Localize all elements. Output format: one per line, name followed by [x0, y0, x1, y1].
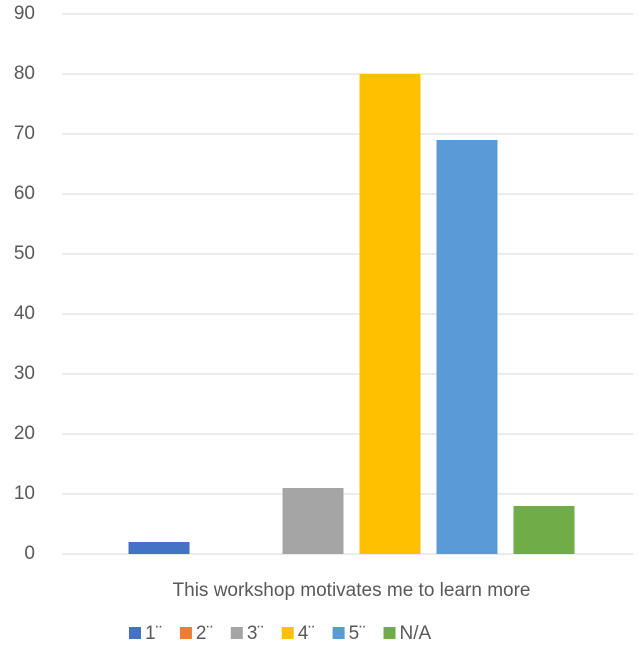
y-tick-label: 30	[14, 363, 35, 384]
x-tick-label: This workshop motivates me to learn more	[173, 580, 531, 601]
bar	[513, 506, 575, 554]
bar	[436, 140, 498, 554]
y-tick-label: 20	[14, 423, 35, 444]
bar	[359, 74, 421, 554]
legend-label: 5¨	[349, 623, 366, 644]
legend-swatch	[281, 627, 294, 639]
legend-label: 1¨	[145, 623, 162, 644]
y-tick-label: 10	[14, 483, 35, 504]
legend-label: 3¨	[247, 623, 264, 644]
y-tick-label: 60	[14, 183, 35, 204]
legend-swatch	[129, 627, 141, 639]
legend-label: 4¨	[298, 623, 315, 644]
legend-swatch	[179, 627, 192, 639]
y-tick-label: 80	[14, 63, 35, 84]
bar	[282, 488, 344, 554]
y-tick-label: 70	[14, 123, 35, 144]
legend-label: 2¨	[196, 623, 213, 644]
y-tick-label: 0	[24, 543, 35, 564]
y-tick-label: 90	[14, 3, 35, 24]
legend-swatch	[383, 627, 396, 639]
legend-swatch	[230, 627, 243, 639]
y-tick-label: 50	[14, 243, 35, 264]
legend-label: N/A	[400, 623, 432, 644]
y-tick-label: 40	[14, 303, 35, 324]
bar	[128, 542, 190, 554]
legend-swatch	[332, 627, 345, 639]
